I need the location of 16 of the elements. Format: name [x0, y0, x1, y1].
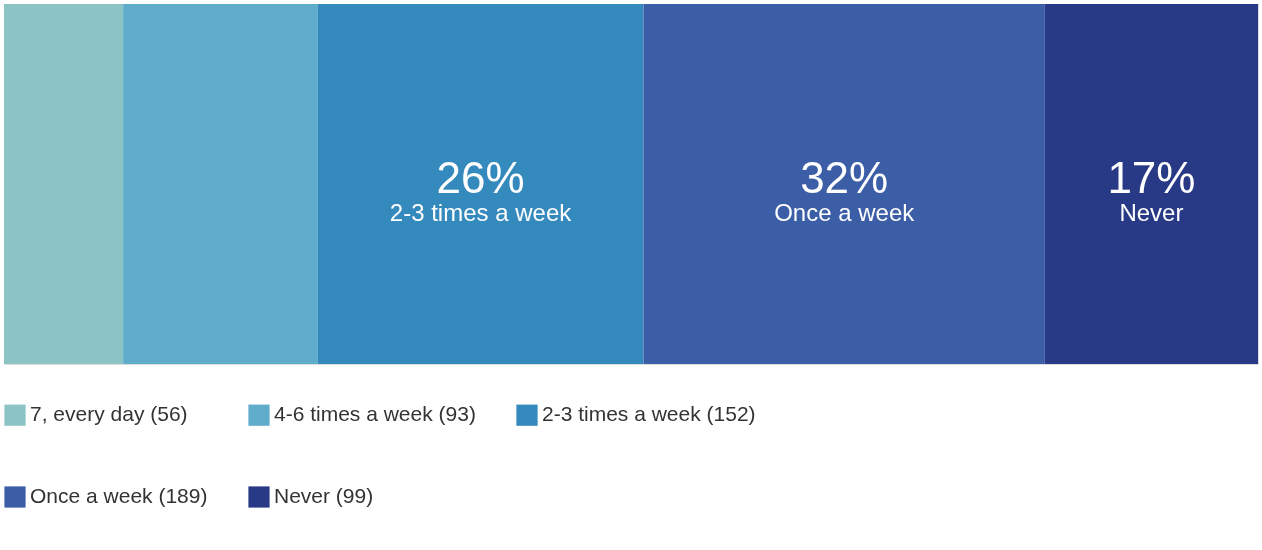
data-label: 17% — [1107, 153, 1196, 202]
legend-label: 2-3 times a week (152) — [542, 402, 756, 426]
bar — [643, 4, 1045, 364]
legend-label: Never (99) — [274, 484, 374, 507]
bar — [317, 4, 644, 364]
legend-label: 4-6 times a week (93) — [274, 402, 476, 426]
data-label: 32% — [800, 153, 889, 202]
legend-label: 7, every day (56) — [30, 402, 188, 426]
annotation: Never — [1119, 199, 1184, 226]
bar — [123, 4, 318, 364]
annotation: Once a week — [774, 199, 916, 226]
data-label: 26% — [436, 153, 525, 202]
bar — [4, 4, 124, 364]
legend-label: Once a week (189) — [30, 484, 208, 507]
annotation: 2-3 times a week — [389, 199, 573, 226]
bar — [1044, 4, 1258, 364]
